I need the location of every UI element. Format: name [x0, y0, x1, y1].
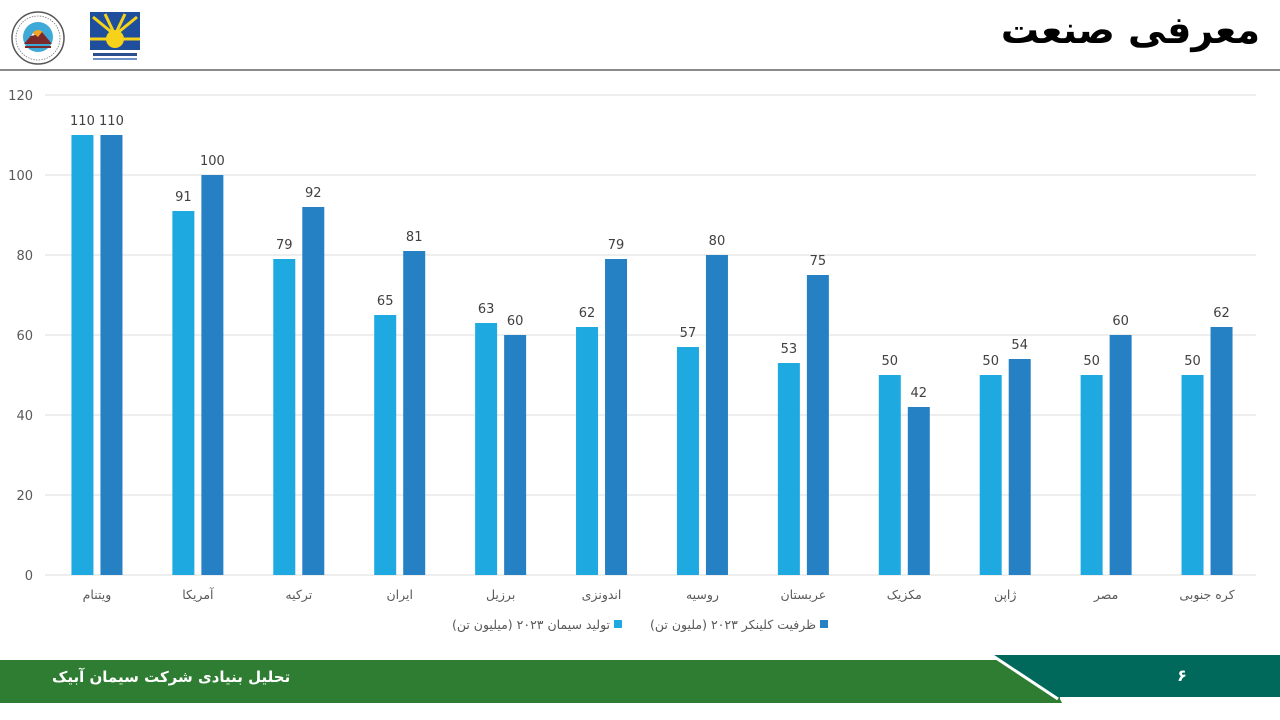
bar: [1080, 375, 1103, 575]
bar: [273, 259, 296, 575]
bar: [806, 275, 829, 575]
y-tick-label: 80: [16, 249, 33, 264]
data-label: 110: [70, 114, 95, 129]
data-label: 50: [1184, 354, 1201, 369]
slide-header: معرفی صنعت: [0, 0, 1280, 71]
x-category-label: عربستان: [781, 587, 827, 603]
slide-footer: تحلیل بنیادی شرکت سیمان آبیک ۶: [0, 655, 1280, 703]
bar: [71, 135, 94, 575]
x-category-label: ژاپن: [994, 587, 1017, 603]
bar: [777, 363, 800, 575]
page-title: معرفی صنعت: [1000, 8, 1260, 52]
data-label: 75: [810, 254, 827, 269]
data-label: 60: [507, 314, 524, 329]
data-label: 65: [377, 294, 394, 309]
data-label: 80: [709, 234, 726, 249]
bar: [201, 175, 224, 575]
y-tick-label: 100: [8, 169, 33, 184]
x-category-label: کره جنوبی: [1179, 587, 1234, 603]
bar: [576, 327, 599, 575]
data-label: 91: [175, 190, 192, 205]
bar: [302, 207, 325, 575]
bar: [100, 135, 123, 575]
bar: [676, 347, 699, 575]
y-tick-label: 120: [8, 89, 33, 104]
chart-legend: ظرفیت کلینکر ۲۰۲۳ (ملیون تن) تولید سیمان…: [0, 614, 1280, 634]
data-label: 81: [406, 230, 423, 245]
legend-item-production: تولید سیمان ۲۰۲۳ (میلیون تن): [451, 614, 623, 634]
data-label: 50: [1083, 354, 1100, 369]
legend-swatch-icon: [820, 620, 829, 628]
x-category-label: آمریکا: [182, 587, 214, 603]
x-category-label: ترکیه: [285, 587, 312, 603]
insurance-emblem-logo: [11, 11, 65, 65]
data-label: 57: [680, 326, 697, 341]
data-label: 92: [305, 186, 322, 201]
data-label: 79: [608, 238, 625, 253]
bar: [1008, 359, 1031, 575]
bar: [403, 251, 426, 575]
data-label: 60: [1112, 314, 1129, 329]
bar: [605, 259, 628, 575]
legend-swatch-icon: [614, 620, 623, 628]
bar: [907, 407, 930, 575]
x-category-label: ایران: [386, 587, 413, 603]
page-number: ۶: [1177, 666, 1187, 685]
x-category-label: اندونزی: [582, 587, 622, 603]
bar: [1210, 327, 1233, 575]
bar: [1109, 335, 1132, 575]
y-tick-label: 20: [16, 489, 33, 504]
bar: [475, 323, 498, 575]
data-label: 54: [1011, 338, 1028, 353]
y-tick-label: 0: [25, 569, 33, 584]
data-label: 50: [882, 354, 899, 369]
footer-band: [0, 660, 1060, 703]
y-tick-label: 60: [16, 329, 33, 344]
bar: [172, 211, 195, 575]
footer-company-title: تحلیل بنیادی شرکت سیمان آبیک: [52, 668, 291, 686]
x-category-label: برزیل: [486, 587, 515, 603]
bar: [705, 255, 728, 575]
chart-plot-area: 0 20 40 60 80 100 120 110 110 ویتنام 91 100 آمریکا 79…: [8, 89, 1256, 603]
data-label: 42: [911, 386, 928, 401]
bar: [374, 315, 397, 575]
bar-chart: 0 20 40 60 80 100 120 110 110 ویتنام 91 100 آمریکا 79…: [0, 80, 1280, 640]
x-category-label: ویتنام: [83, 587, 112, 603]
stock-exchange-sun-logo: [90, 12, 140, 60]
header-divider: [0, 69, 1280, 71]
legend-label: تولید سیمان ۲۰۲۳ (میلیون تن): [451, 616, 611, 632]
x-category-label: مصر: [1093, 587, 1118, 603]
data-label: 100: [200, 154, 225, 169]
data-label: 53: [781, 342, 798, 357]
data-label: 63: [478, 302, 495, 317]
bar: [1181, 375, 1204, 575]
data-label: 62: [579, 306, 596, 321]
y-tick-label: 40: [16, 409, 33, 424]
data-label: 110: [99, 114, 124, 129]
bar: [878, 375, 901, 575]
data-label: 62: [1213, 306, 1230, 321]
x-category-label: مکزیک: [887, 587, 922, 603]
x-category-label: روسیه: [686, 587, 719, 603]
legend-label: ظرفیت کلینکر ۲۰۲۳ (ملیون تن): [650, 616, 817, 632]
data-label: 79: [276, 238, 293, 253]
footer-shape: [989, 655, 1280, 703]
data-label: 50: [982, 354, 999, 369]
legend-item-clinker: ظرفیت کلینکر ۲۰۲۳ (ملیون تن): [650, 614, 829, 634]
bar: [979, 375, 1002, 575]
bar: [504, 335, 527, 575]
